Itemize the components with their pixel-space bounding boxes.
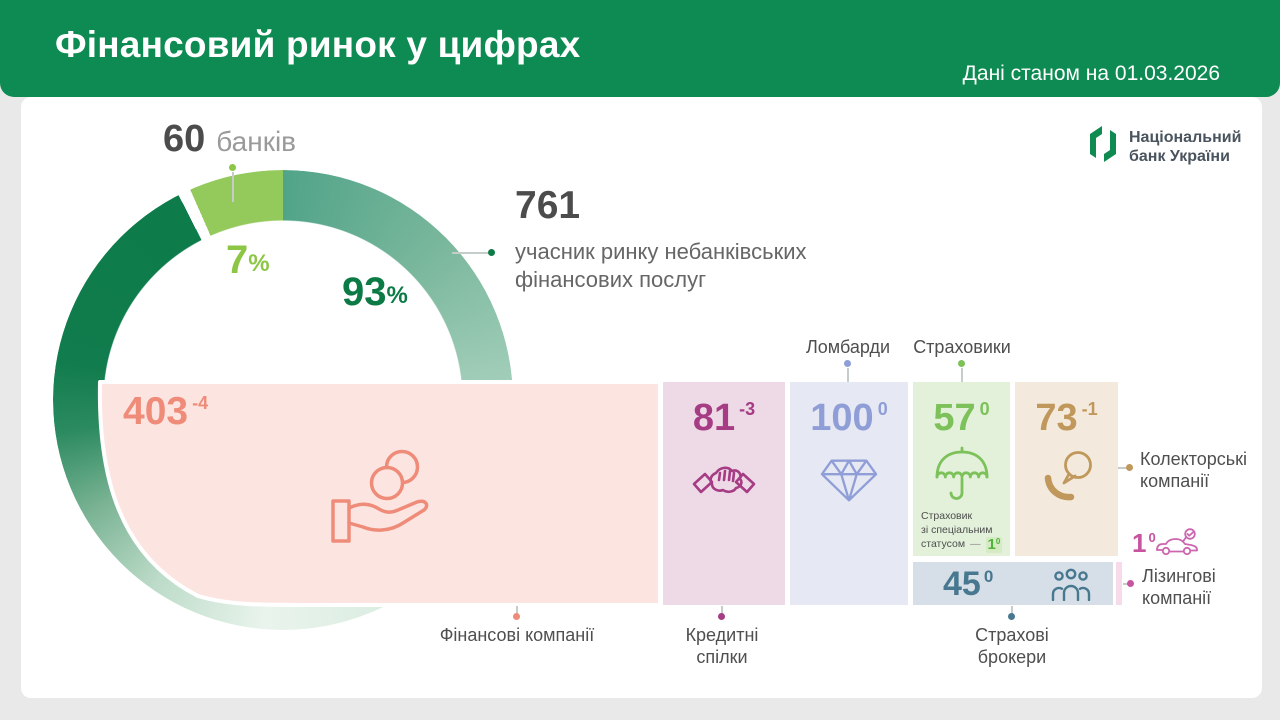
collectors-dot [1126, 464, 1133, 471]
finance-delta: -4 [192, 393, 209, 413]
label-insurance-brokers: Страхові брокери [975, 625, 1049, 667]
collectors-value: 73 -1 [1035, 397, 1098, 439]
brokers-line [1011, 606, 1013, 614]
finance-value: 403 -4 [123, 390, 209, 433]
special-insurer-note: Страховик зі спеціальним статусом — 1 0 [921, 510, 1003, 553]
leasing-value: 1 0 [1132, 528, 1156, 558]
umbrella-icon [913, 446, 1010, 506]
banks-callout-line [232, 172, 234, 202]
finance-dot [513, 613, 520, 620]
phone-bubble-icon [1015, 450, 1118, 502]
special-insurer-value: 1 0 [985, 536, 1003, 553]
card-credit-unions: 81 -3 [663, 382, 785, 605]
brokers-value: 45 0 [943, 564, 994, 603]
label-credit-unions: Кредитні спілки [685, 625, 759, 667]
people-group-icon [1051, 567, 1091, 601]
participants-count: 761 [515, 184, 581, 227]
label-finance: Фінансові компанії [439, 625, 595, 645]
leasing-line [1123, 583, 1129, 585]
credit-dot [718, 613, 725, 620]
pawnshops-line [847, 368, 849, 382]
collectors-delta: -1 [1081, 399, 1098, 419]
date-note: Дані станом на 01.03.2026 [962, 62, 1220, 85]
banks-share: 7 % [226, 238, 270, 282]
credit-delta: -3 [739, 399, 756, 419]
collectors-line [1118, 467, 1127, 469]
leasing-delta: 0 [1148, 530, 1156, 545]
header-bar: Фінансовий ринок у цифрах Дані станом на… [0, 0, 1280, 97]
label-insurers: Страховики [913, 337, 1011, 357]
banks-callout-dot [229, 164, 236, 171]
label-leasing: Лізингові компанії [1142, 566, 1216, 608]
insurers-dot [958, 360, 965, 367]
participants-callout-dot [488, 249, 495, 256]
credit-line [721, 606, 723, 614]
insurers-delta: 0 [979, 399, 990, 419]
pawn-delta: 0 [877, 399, 888, 419]
page-title: Фінансовий ринок у цифрах [55, 24, 581, 65]
finance-line [516, 606, 518, 614]
nbu-logo-text: Національний банк України [1129, 128, 1242, 165]
hand-coins-icon [322, 446, 454, 557]
nonbank-share: 93 % [342, 270, 408, 314]
card-pawnshops: 100 0 [790, 382, 908, 605]
brokers-delta: 0 [983, 566, 994, 586]
banks-headline: 60 банків [163, 118, 296, 161]
diamond-icon [790, 456, 908, 504]
participants-desc: учасник ринку небанківських фінансових п… [515, 239, 807, 292]
car-icon [1154, 528, 1200, 563]
banks-count: 60 [163, 118, 206, 160]
credit-value: 81 -3 [692, 397, 756, 439]
handshake-icon [663, 452, 785, 506]
card-insurers: 57 0 [913, 382, 1010, 556]
banks-word: банків [216, 126, 297, 157]
card-leasing-strip [1116, 562, 1122, 605]
label-pawnshops: Ломбарди [805, 337, 891, 357]
pawnshops-dot [844, 360, 851, 367]
label-collectors: Колекторські компанії [1140, 449, 1248, 491]
leasing-dot [1127, 580, 1134, 587]
brokers-dot [1008, 613, 1015, 620]
donut-chart [53, 170, 513, 630]
nbu-logo: Національний банк України [1086, 124, 1241, 169]
card-collectors: 73 -1 [1015, 382, 1118, 556]
participants-callout-line [452, 252, 488, 254]
nbu-logo-icon [1086, 124, 1120, 169]
insurers-value: 57 0 [933, 397, 990, 439]
card-insurance-brokers: 45 0 [913, 562, 1113, 605]
insurers-line [961, 368, 963, 382]
pawn-value: 100 0 [810, 397, 888, 439]
